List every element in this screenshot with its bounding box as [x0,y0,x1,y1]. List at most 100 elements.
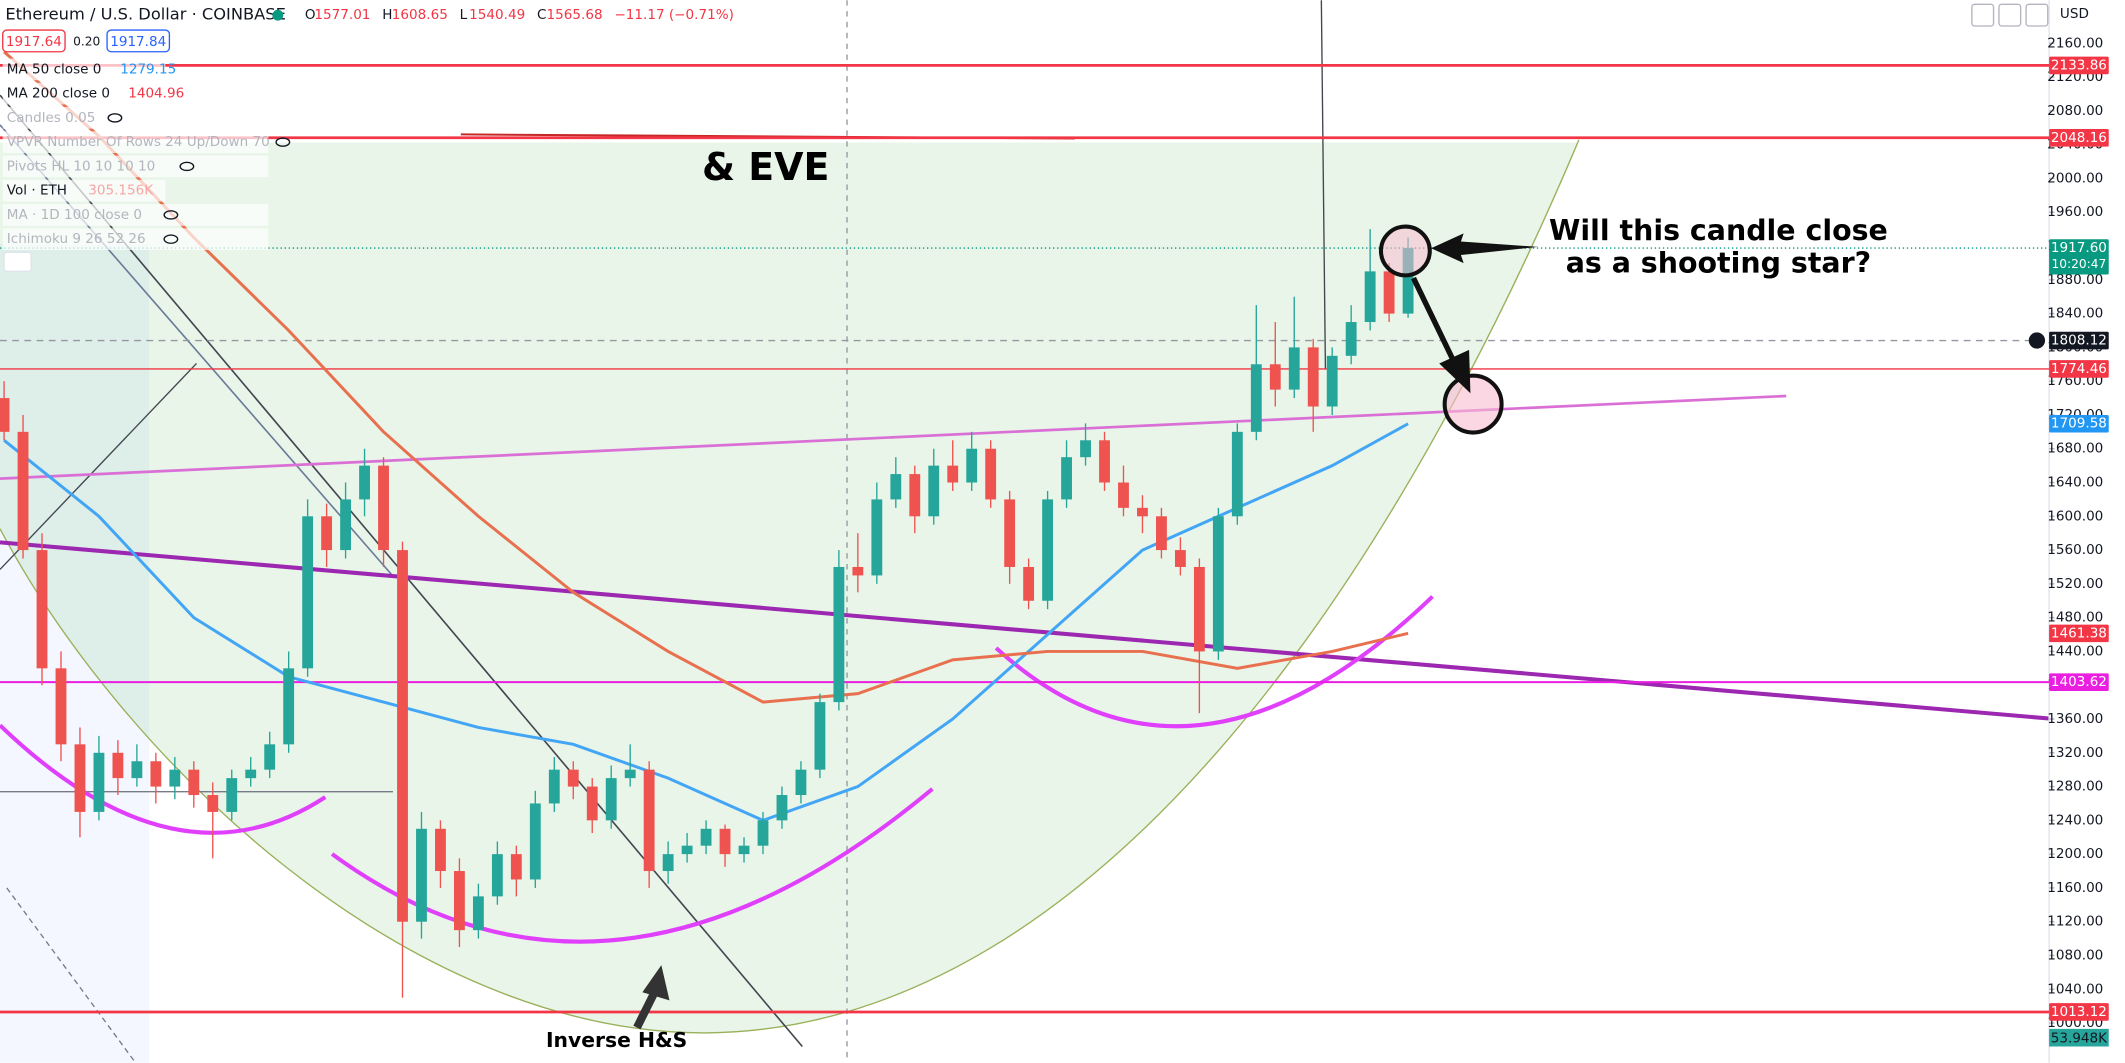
arrow-head [642,965,670,1001]
candle-body [795,769,807,796]
crosshair-button[interactable] [2028,332,2046,349]
candle-body [776,795,788,821]
candle-body [814,702,826,770]
candle-body [245,769,257,779]
button[interactable] [2025,3,2049,27]
arrow [1431,233,1539,264]
legend-value: 1608.65 [392,7,448,23]
trend-line [1320,0,1327,369]
price-label: 2048.16 [2051,130,2107,146]
y-tick-label: 1480.00 [2047,610,2103,626]
indicator-value: 1404.96 [128,86,184,102]
legend-value: 1540.49 [469,7,525,23]
candle-body [624,769,636,779]
legend-value: 1565.68 [547,7,603,23]
volume-label: 53.948K [2051,1030,2108,1046]
candle-body [871,499,883,576]
shoulder-arc [0,723,327,835]
shoulder-arc [994,595,1434,729]
indicator-name: Candles 0.05 [7,110,96,126]
candle-body [302,516,314,669]
price-label: 1013.12 [2051,1004,2107,1020]
visibility-icon[interactable] [163,210,179,220]
legend-key: L [460,7,468,23]
indicator-bg [2,131,269,153]
bid: 1917.64 [6,34,62,50]
symbol-title: Ethereum / U.S. Dollar · COINBASE [5,5,285,24]
indicator-bg [2,204,269,226]
ask-box[interactable] [106,29,171,53]
button[interactable] [1998,3,2022,27]
visibility-icon[interactable] [275,137,291,147]
legend-key: H [382,7,392,23]
candle-body [1326,355,1338,407]
indicator-name: Pivots HL 10 10 10 10 [7,158,156,174]
countdown: 10:20:47 [2052,257,2107,271]
candle-body [93,752,105,812]
y-tick-label: 1600.00 [2047,508,2103,524]
price-label: 1808.12 [2051,333,2107,349]
indicator-name: MA 50 close 0 [7,61,102,77]
candle-body [1004,499,1016,567]
price-label-box [2049,331,2109,350]
candle-body [681,845,693,855]
candle-body [1023,566,1035,601]
moving-average [3,50,1409,704]
moving-average [3,422,1409,822]
legend-key: C [537,7,546,23]
candle-body [1212,516,1224,652]
price-label-box [2049,624,2109,643]
annotation-layer: & EVE Will this candle close as a shooti… [546,145,1888,1052]
arrow [1411,276,1456,361]
visibility-icon[interactable] [179,161,195,172]
spread: 0.20 [73,35,100,49]
candle-body [757,820,769,846]
candle-body [340,499,352,551]
price-label-box [2049,239,2109,275]
candle-body [966,448,978,483]
candle-body [833,566,845,703]
candle-body [36,550,48,669]
bid-box[interactable] [2,29,66,53]
candle-body [510,854,522,880]
legend-value: −11.17 (−0.71%) [614,7,733,23]
candle-body [264,744,276,770]
price-label-box [2049,673,2109,691]
price-label: 1709.58 [2051,416,2107,432]
candle-body [1364,271,1376,323]
annotation: Inverse H&S [546,1028,687,1052]
legend-key: O [305,7,316,23]
candle-body [567,769,579,787]
candle-body [643,769,655,872]
candle-body [605,778,617,821]
candle-body [1137,507,1148,517]
currency[interactable]: USD [2060,6,2089,22]
candle-body [947,465,959,483]
cup-outline [0,139,1580,1034]
vpvr-area [0,244,150,1063]
visibility-icon[interactable] [163,234,179,244]
candle-body [1288,347,1300,390]
candle-body [529,803,541,880]
candle-body [188,769,200,796]
y-tick-label: 1880.00 [2047,272,2103,288]
y-tick-label: 1120.00 [2047,914,2103,930]
y-tick-label: 1520.00 [2047,576,2103,592]
button[interactable] [1971,3,1995,27]
candle-body [1080,440,1091,458]
trend-line [6,887,137,1063]
head-arc [330,787,934,944]
indicator-bg [2,58,166,81]
candle-body [283,668,295,745]
candle-body [1061,457,1072,500]
candle-body [852,566,864,576]
candle-body [397,550,408,922]
highlight-circle [1378,224,1432,278]
indicator-bg [2,155,269,178]
candle-body [226,778,238,812]
candle-body [378,465,389,551]
collapse-button[interactable] [3,251,32,272]
candle-body [491,854,503,897]
y-tick-label: 1560.00 [2047,542,2103,558]
visibility-icon[interactable] [107,113,123,123]
